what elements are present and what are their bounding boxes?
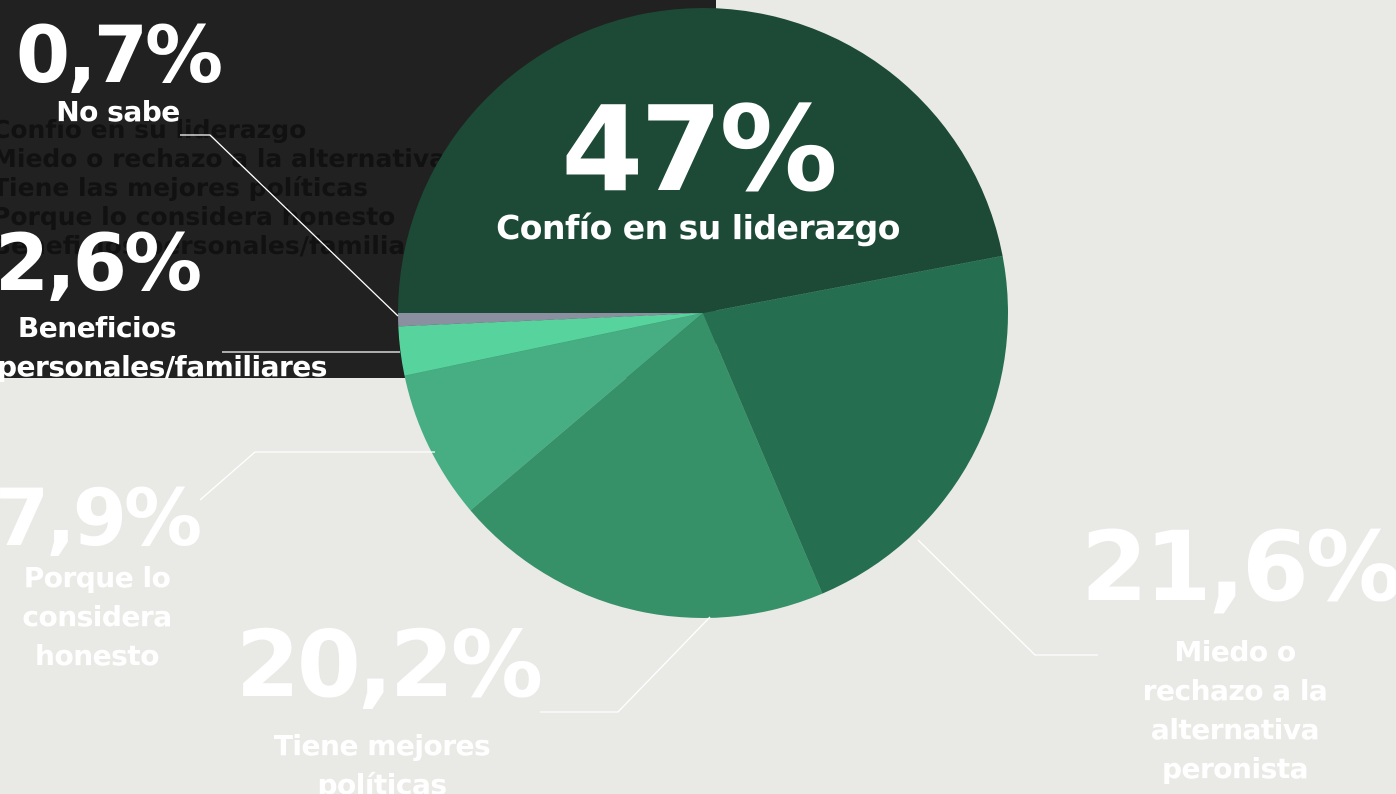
category-label: Beneficios personales/familiares [0, 311, 327, 383]
value-label: 47% [561, 80, 834, 218]
legend-item: Tiene las mejores políticas [0, 173, 368, 202]
category-label: Miedo o rechazo a la alternativa peronis… [1142, 635, 1328, 785]
value-label: 21,6% [1081, 511, 1396, 623]
leader-line [199, 451, 435, 501]
legend-item: Beneficios personales/familiares [0, 231, 449, 260]
pie-slice [404, 313, 703, 511]
leader-line [540, 616, 711, 713]
legend-item: Porque lo considera honesto [0, 202, 395, 231]
pie-slice [470, 313, 823, 618]
value-label: 0,7% [16, 11, 221, 101]
category-label: No sabe [56, 95, 180, 128]
leader-line [180, 134, 399, 317]
value-label: 20,2% [236, 611, 541, 718]
category-label: Tiene mejores políticas [273, 729, 491, 794]
legend-item: Confío en su liderazgo [0, 115, 306, 144]
pie-slice [398, 8, 1003, 313]
pie-slice [398, 313, 703, 327]
pie-slice [703, 255, 1008, 594]
pie-slice [398, 313, 703, 376]
leader-line [917, 539, 1098, 656]
value-label: 2,6% [0, 219, 200, 309]
value-label: 7,9% [0, 474, 200, 564]
category-label: Confío en su liderazgo [496, 208, 900, 247]
category-label: Porque lo considera honesto [22, 561, 172, 672]
